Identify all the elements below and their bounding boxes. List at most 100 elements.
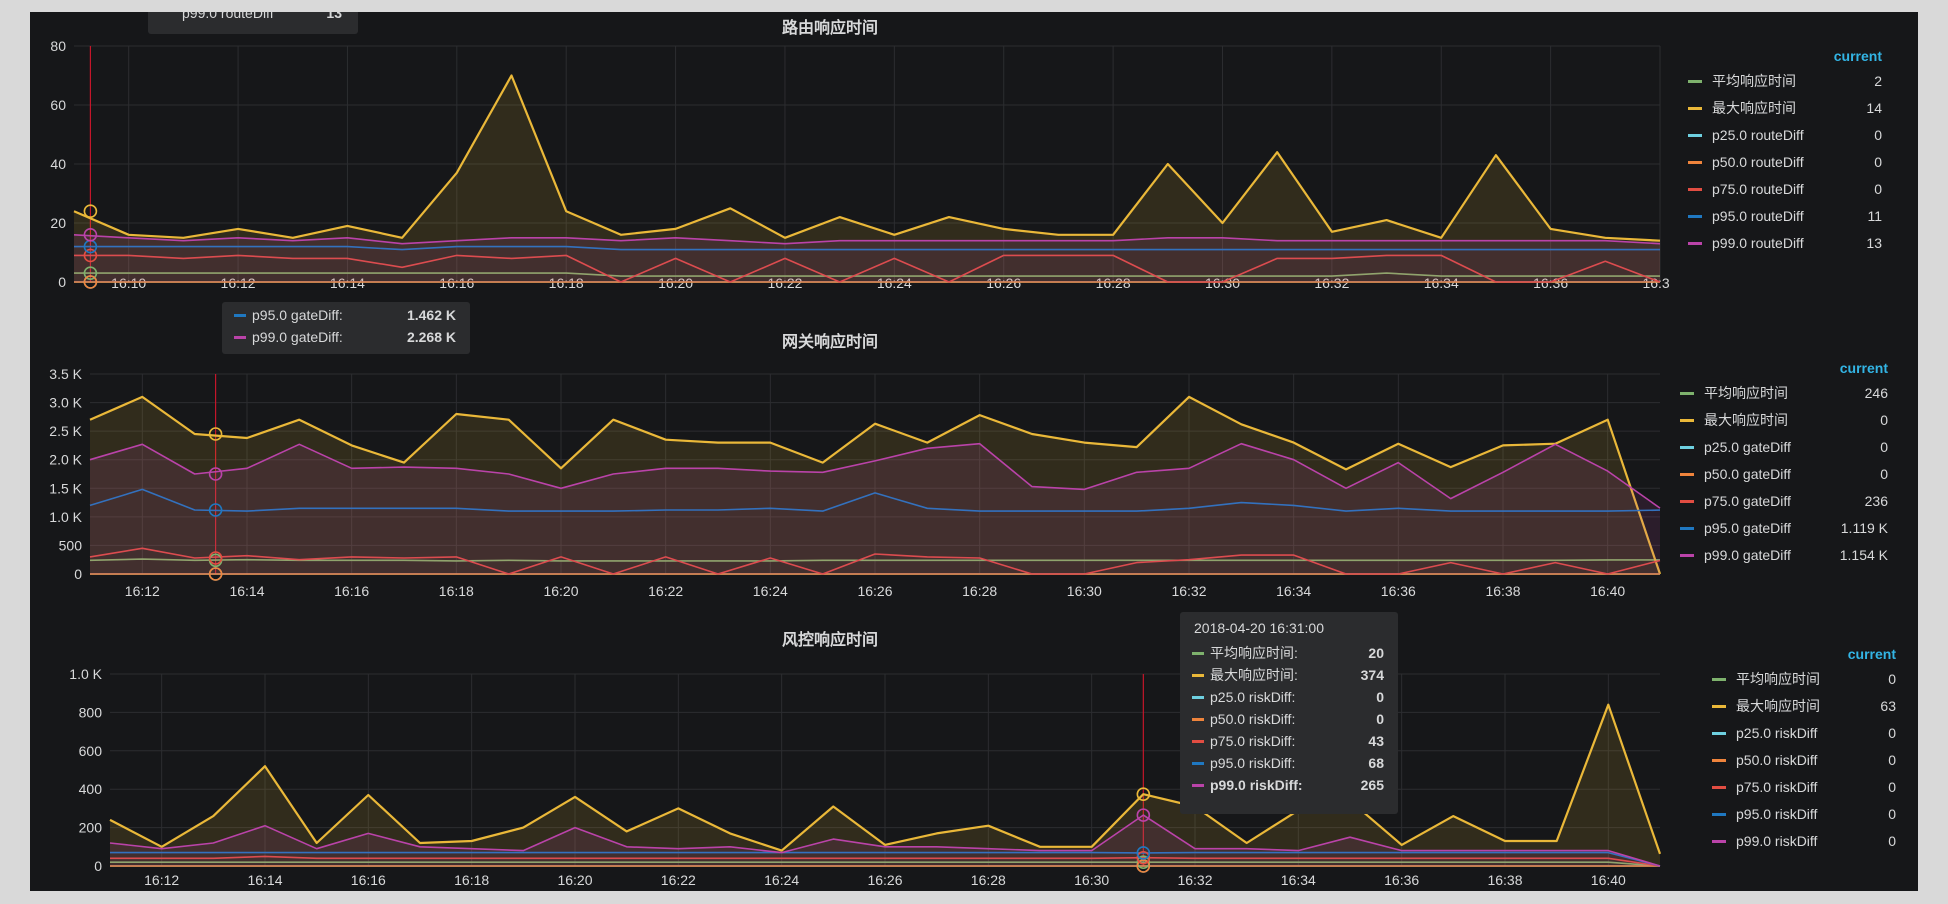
data-point-max bbox=[1091, 846, 1092, 847]
y-tick-label: 2.5 K bbox=[49, 423, 82, 439]
legend-item-max[interactable]: 最大响应时间 63 bbox=[1710, 693, 1896, 719]
x-tick-label: 16:16 bbox=[351, 872, 386, 888]
legend-swatch bbox=[1688, 242, 1702, 245]
legend-item-p99[interactable]: p99.0 gateDiff 1.154 K bbox=[1678, 542, 1888, 568]
route-chart[interactable]: 0 20 40 60 80 16:10 16:12 16:14 16:16 16:18 16:20 1… bbox=[30, 12, 1670, 310]
x-tick-label: 16:18 bbox=[454, 872, 489, 888]
data-point-max bbox=[74, 211, 75, 212]
tooltip-swatch bbox=[1192, 740, 1204, 743]
data-point-p99 bbox=[511, 237, 512, 238]
data-point-p99 bbox=[1113, 240, 1114, 241]
gateway-chart[interactable]: 0 500 1.0 K 1.5 K 2.0 K 2.5 K 3.0 K 3.5 K 16:12 1… bbox=[30, 312, 1670, 608]
data-point-p99 bbox=[675, 237, 676, 238]
data-point-p99 bbox=[626, 846, 627, 847]
legend-current-header[interactable]: current bbox=[1833, 48, 1882, 64]
data-point-max bbox=[678, 808, 679, 809]
legend-current-header[interactable]: current bbox=[1839, 360, 1888, 376]
dashboard: 路由响应时间 0 20 40 60 80 16:10 16:12 16:14 16:16 16:1… bbox=[30, 12, 1918, 891]
data-point-max bbox=[194, 434, 195, 435]
data-point-p99 bbox=[1189, 468, 1190, 469]
data-point-max bbox=[936, 833, 937, 834]
series-area-p99 bbox=[74, 234, 1660, 282]
x-tick-label: 16:16 bbox=[439, 275, 474, 291]
data-point-p99 bbox=[1660, 243, 1661, 244]
legend-swatch bbox=[1712, 840, 1726, 843]
data-point-max bbox=[1058, 234, 1059, 235]
legend-item-p99[interactable]: p99.0 routeDiff 13 bbox=[1686, 230, 1882, 256]
data-point-max bbox=[875, 423, 876, 424]
legend-item-avg[interactable]: 平均响应时间 0 bbox=[1710, 666, 1896, 692]
data-point-max bbox=[368, 794, 369, 795]
legend-item-p25[interactable]: p25.0 gateDiff 0 bbox=[1678, 434, 1888, 460]
legend-item-p25[interactable]: p25.0 riskDiff 0 bbox=[1710, 720, 1896, 746]
y-tick-label: 3.5 K bbox=[49, 366, 82, 382]
legend-item-p95[interactable]: p95.0 gateDiff 1.119 K bbox=[1678, 515, 1888, 541]
legend-label: p95.0 routeDiff bbox=[1712, 208, 1804, 224]
data-point-p99 bbox=[265, 825, 266, 826]
legend-label: p25.0 routeDiff bbox=[1712, 127, 1804, 143]
data-point-p99 bbox=[988, 848, 989, 849]
data-point-p99 bbox=[1032, 486, 1033, 487]
legend-label: p25.0 riskDiff bbox=[1736, 725, 1818, 741]
x-tick-label: 16:22 bbox=[661, 872, 696, 888]
legend-swatch bbox=[1712, 705, 1726, 708]
x-tick-label: 16:36 bbox=[1384, 872, 1419, 888]
legend-value: 0 bbox=[1888, 833, 1896, 849]
data-point-p99 bbox=[1195, 848, 1196, 849]
legend-label: p99.0 gateDiff bbox=[1704, 547, 1791, 563]
data-point-p99 bbox=[561, 488, 562, 489]
hover-marker-max bbox=[208, 427, 223, 441]
legend-value: 1.154 K bbox=[1839, 547, 1888, 563]
series-line-max bbox=[73, 74, 1661, 242]
legend-item-p75[interactable]: p75.0 riskDiff 0 bbox=[1710, 774, 1896, 800]
legend-label: 平均响应时间 bbox=[1704, 385, 1788, 401]
x-tick-label: 16:38 bbox=[1642, 275, 1670, 291]
legend-item-p75[interactable]: p75.0 routeDiff 0 bbox=[1686, 176, 1882, 202]
legend-item-p50[interactable]: p50.0 gateDiff 0 bbox=[1678, 461, 1888, 487]
series-area-p99 bbox=[110, 815, 1660, 866]
x-tick-label: 16:12 bbox=[144, 872, 179, 888]
data-point-max bbox=[247, 438, 248, 439]
gateway-tooltip: p95.0 gateDiff: 1.462 K p99.0 gateDiff: … bbox=[222, 302, 470, 354]
series-line-p95 bbox=[89, 488, 1661, 512]
data-point-max bbox=[1660, 240, 1661, 241]
legend-item-p75[interactable]: p75.0 gateDiff 236 bbox=[1678, 488, 1888, 514]
data-point-max bbox=[1608, 704, 1609, 705]
legend-item-max[interactable]: 最大响应时间 14 bbox=[1686, 95, 1882, 121]
data-point-max bbox=[1277, 152, 1278, 153]
series-line-p95 bbox=[74, 245, 1660, 251]
legend-item-avg[interactable]: 平均响应时间 246 bbox=[1678, 380, 1888, 406]
data-point-max bbox=[839, 217, 840, 218]
data-point-p99 bbox=[471, 848, 472, 849]
legend-current-header[interactable]: current bbox=[1847, 646, 1896, 662]
data-point-max bbox=[665, 439, 666, 440]
legend-swatch bbox=[1712, 786, 1726, 789]
tooltip-row: p99.0 gateDiff: 2.268 K bbox=[234, 326, 456, 348]
x-tick-label: 16:24 bbox=[753, 583, 788, 599]
legend-item-p50[interactable]: p50.0 riskDiff 0 bbox=[1710, 747, 1896, 773]
series-line-p75 bbox=[74, 254, 1661, 283]
legend-item-p95[interactable]: p95.0 routeDiff 11 bbox=[1686, 203, 1882, 229]
tooltip-value: 2.268 K bbox=[406, 329, 456, 345]
legend-item-p50[interactable]: p50.0 routeDiff 0 bbox=[1686, 149, 1882, 175]
legend-swatch bbox=[1712, 732, 1726, 735]
legend-item-max[interactable]: 最大响应时间 0 bbox=[1678, 407, 1888, 433]
x-tick-label: 16:22 bbox=[767, 275, 802, 291]
legend-value: 0 bbox=[1888, 671, 1896, 687]
data-point-p99 bbox=[678, 848, 679, 849]
legend-item-p95[interactable]: p95.0 riskDiff 0 bbox=[1710, 801, 1896, 827]
data-point-p99 bbox=[1091, 850, 1092, 851]
legend-item-p99[interactable]: p99.0 riskDiff 0 bbox=[1710, 828, 1896, 854]
data-point-max bbox=[561, 468, 562, 469]
legend-item-p25[interactable]: p25.0 routeDiff 0 bbox=[1686, 122, 1882, 148]
legend-value: 2 bbox=[1874, 73, 1882, 89]
legend-item-avg[interactable]: 平均响应时间 2 bbox=[1686, 68, 1882, 94]
panel-title[interactable]: 网关响应时间 bbox=[781, 334, 878, 351]
panel-title[interactable]: 风控响应时间 bbox=[781, 632, 878, 649]
data-point-max bbox=[718, 442, 719, 443]
panel-title[interactable]: 路由响应时间 bbox=[781, 20, 878, 37]
data-point-p99 bbox=[183, 240, 184, 241]
data-point-max bbox=[770, 442, 771, 443]
legend-value: 0 bbox=[1888, 725, 1896, 741]
